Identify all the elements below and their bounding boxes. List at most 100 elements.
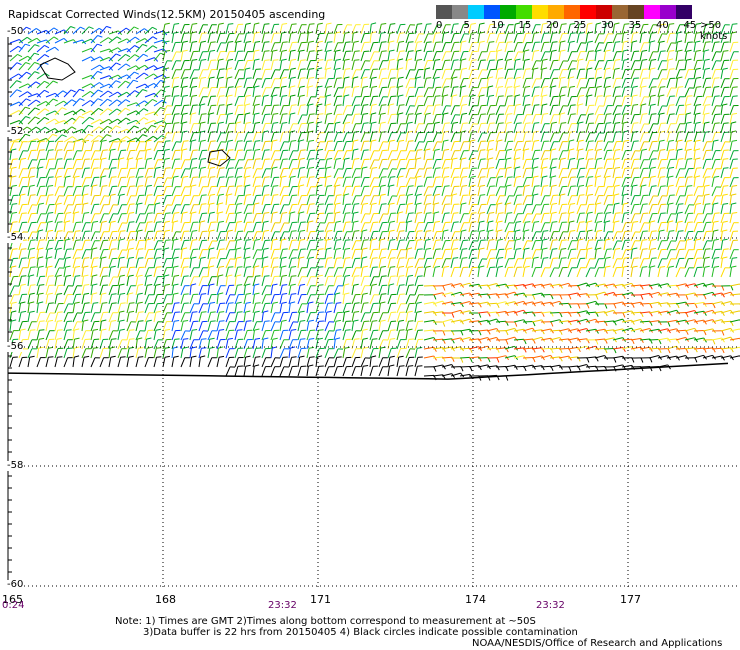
wind-barb — [153, 74, 164, 80]
wind-barb — [414, 24, 418, 35]
wind-barb — [675, 249, 680, 260]
wind-barb-flag — [309, 113, 315, 115]
wind-barb — [576, 282, 587, 287]
wind-barb — [486, 150, 489, 161]
wind-barb — [189, 87, 193, 98]
wind-barb — [135, 195, 140, 206]
wind-barb — [297, 240, 301, 251]
wind-barb — [720, 114, 725, 125]
wind-barb — [81, 159, 86, 170]
wind-barb — [207, 231, 211, 242]
wind-barb-flag — [138, 176, 144, 178]
wind-barb-flag — [615, 59, 621, 61]
wind-barb — [684, 213, 689, 224]
wind-barb-flag — [27, 91, 32, 96]
wind-barb-flag — [48, 149, 54, 151]
wind-barb — [288, 114, 291, 125]
wind-barb-flag — [245, 67, 251, 70]
wind-barb — [432, 87, 437, 98]
wind-barb — [27, 195, 32, 206]
wind-barb-flag — [732, 139, 738, 142]
wind-barb — [396, 69, 399, 80]
wind-barb — [207, 60, 212, 71]
wind-barb — [567, 33, 572, 44]
wind-barb — [387, 159, 393, 170]
wind-barb — [270, 60, 274, 71]
wind-barb — [648, 213, 653, 224]
wind-barb-flag — [290, 85, 296, 88]
wind-barb — [207, 96, 212, 107]
wind-barb — [468, 114, 473, 125]
wind-barb — [234, 105, 239, 116]
wind-barb-flag — [578, 58, 584, 61]
wind-barb — [162, 249, 165, 260]
wind-barb — [99, 150, 104, 161]
wind-barb — [288, 294, 292, 305]
wind-barb — [423, 204, 427, 215]
wind-barb-flag — [245, 247, 251, 250]
wind-barb — [522, 213, 528, 224]
wind-barb — [189, 213, 192, 224]
wind-barb — [342, 159, 346, 170]
wind-barb — [9, 249, 14, 260]
wind-barb — [369, 141, 372, 152]
wind-barb-flag — [732, 185, 738, 187]
wind-barb — [666, 87, 672, 98]
wind-barb — [288, 231, 293, 242]
wind-barb — [711, 258, 715, 269]
wind-barb-flag — [326, 103, 332, 106]
wind-barb — [54, 231, 59, 242]
wind-barb — [189, 78, 194, 89]
wind-barb — [522, 301, 533, 305]
wind-barb — [360, 24, 365, 35]
wind-barb — [378, 114, 382, 125]
wind-barb — [486, 96, 490, 107]
wind-barb-flag — [713, 31, 719, 34]
wind-barb — [549, 283, 560, 287]
wind-barb-flag — [200, 139, 206, 142]
wind-barb-flag — [143, 117, 149, 121]
wind-barb — [315, 78, 320, 89]
wind-barb-flag — [381, 104, 387, 106]
wind-barb — [657, 267, 661, 278]
wind-barb — [288, 168, 294, 179]
wind-barb-flag — [569, 220, 575, 223]
wind-barb — [414, 96, 419, 107]
wind-barb — [270, 249, 275, 260]
wind-barb-flag — [353, 76, 359, 79]
wind-barb-flag — [119, 238, 125, 241]
wind-barb-flag — [137, 157, 143, 160]
wind-barb-flag — [721, 292, 725, 298]
wind-barb — [360, 276, 365, 287]
wind-barb-flag — [705, 32, 711, 34]
wind-barb — [126, 276, 130, 287]
wind-barb — [198, 123, 202, 134]
wind-barb — [666, 33, 671, 44]
wind-barb-flag — [624, 212, 630, 214]
wind-barb — [189, 123, 194, 134]
wind-barb — [711, 204, 714, 215]
wind-barb — [558, 195, 561, 206]
wind-barb — [540, 195, 546, 206]
wind-barb — [162, 159, 166, 170]
wind-barb-flag — [117, 91, 122, 96]
wind-barb — [261, 105, 266, 116]
wind-barb — [162, 276, 165, 287]
wind-barb — [27, 81, 37, 89]
wind-barb — [531, 150, 536, 161]
wind-barb-flag — [152, 36, 158, 40]
wind-barb-flag — [282, 122, 288, 124]
wind-barb — [432, 222, 436, 233]
wind-barb-flag — [281, 85, 287, 88]
wind-barb — [261, 249, 265, 260]
wind-barb — [342, 78, 345, 89]
wind-barb-flag — [731, 31, 737, 34]
wind-barb — [468, 177, 472, 188]
wind-barb — [324, 240, 327, 251]
wind-barb — [180, 276, 185, 287]
wind-barb-flag — [264, 212, 270, 214]
wind-barb — [342, 105, 348, 116]
wind-barb — [693, 222, 698, 233]
wind-barb — [63, 204, 69, 215]
wind-barb-flag — [407, 121, 413, 124]
